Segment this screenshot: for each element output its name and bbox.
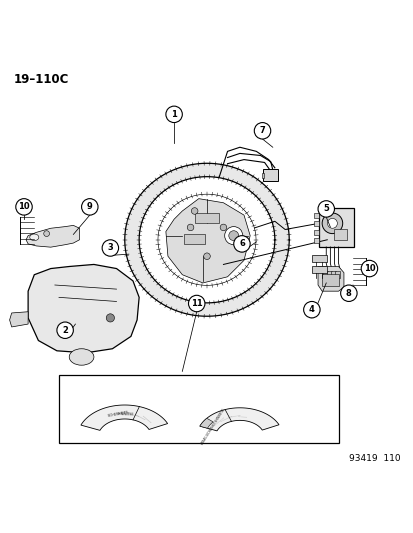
Circle shape [188,295,204,312]
Text: 93419  110: 93419 110 [348,454,399,463]
Text: 5: 5 [323,205,328,213]
Text: ............: ............ [127,411,140,418]
Text: 4: 4 [308,305,314,314]
Text: 7: 7 [259,126,265,135]
Text: 8: 8 [345,289,351,298]
Bar [335,271,339,278]
Circle shape [228,231,238,240]
Text: ...........: ........... [237,414,247,418]
Bar [313,230,318,235]
Bar [194,213,219,223]
Bar [321,274,338,286]
Circle shape [233,236,249,252]
Polygon shape [199,408,278,431]
Polygon shape [199,418,213,428]
Bar [184,233,204,244]
Circle shape [166,106,182,123]
Bar [263,168,278,181]
Ellipse shape [30,234,39,240]
Text: 6: 6 [238,239,244,248]
Circle shape [254,123,270,139]
Polygon shape [81,405,167,430]
Bar [261,173,263,178]
Bar [322,271,327,278]
Text: 2: 2 [62,326,68,335]
Text: 10: 10 [18,203,30,212]
Circle shape [187,224,193,231]
Text: 19–110C: 19–110C [14,73,69,86]
Bar [313,213,318,218]
Bar [334,230,346,240]
Ellipse shape [69,349,94,365]
Polygon shape [26,225,79,247]
Circle shape [321,213,342,233]
Circle shape [44,231,50,237]
Polygon shape [317,266,343,291]
Text: HINWEISE: HINWEISE [117,411,134,416]
Text: ................: ................ [213,415,226,427]
Text: AIRBAG-SICHERHEITSHINWEISE: AIRBAG-SICHERHEITSHINWEISE [200,407,226,445]
Polygon shape [124,163,289,316]
Circle shape [327,219,337,228]
Circle shape [57,322,73,338]
Bar [311,255,327,262]
Circle shape [340,285,356,302]
Polygon shape [28,264,139,353]
Polygon shape [139,176,274,303]
Circle shape [203,253,210,260]
Circle shape [16,199,32,215]
Text: 3: 3 [107,244,113,253]
Text: ............: ............ [134,412,147,421]
Bar [313,238,318,243]
Circle shape [303,302,319,318]
Circle shape [360,260,377,277]
Text: 10: 10 [363,264,374,273]
Circle shape [106,314,114,322]
Bar [318,208,353,247]
Bar [311,266,327,273]
Text: SICHERHEITS-: SICHERHEITS- [107,410,130,418]
Polygon shape [157,194,256,286]
Polygon shape [166,199,249,283]
Bar [326,271,331,278]
Text: 9: 9 [87,203,93,212]
Circle shape [317,201,334,217]
Polygon shape [9,312,28,327]
Circle shape [191,208,197,214]
Bar [59,375,338,443]
Text: ................: ................ [227,413,241,419]
Bar [330,271,335,278]
Text: ................: ................ [219,413,233,423]
Circle shape [220,224,226,231]
Bar [313,222,318,227]
Circle shape [81,199,98,215]
Text: 1: 1 [171,110,177,119]
Circle shape [102,240,118,256]
Text: ............: ............ [140,414,152,425]
Text: 11: 11 [190,299,202,308]
Circle shape [224,227,242,245]
